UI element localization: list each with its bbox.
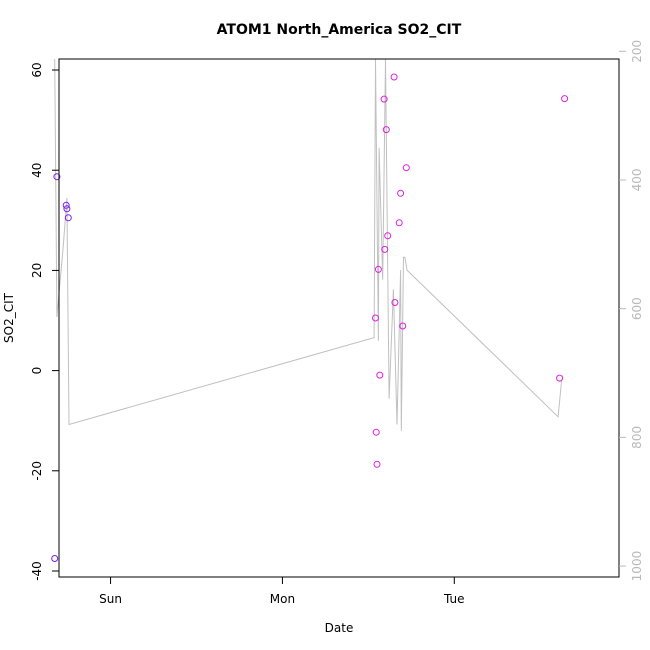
y2-tick-label-1: 400 xyxy=(630,169,644,192)
data-point-10 xyxy=(380,95,388,103)
y2-tick-label-3: 800 xyxy=(630,426,644,449)
data-point-3 xyxy=(63,205,71,213)
x-tick-label-1: Mon xyxy=(270,592,295,606)
y-tick-label-3: 20 xyxy=(30,263,44,278)
data-point-21 xyxy=(561,95,569,103)
plot-frame xyxy=(58,58,620,578)
y-tick-label-5: 60 xyxy=(30,62,44,77)
y2-tick-label-0: 200 xyxy=(630,40,644,63)
data-point-17 xyxy=(397,189,405,197)
y-tick-label-1: -20 xyxy=(30,461,44,481)
x-tick-label-0: Sun xyxy=(99,592,122,606)
data-point-19 xyxy=(402,164,410,172)
data-point-2 xyxy=(62,201,70,209)
pressure-series-line xyxy=(54,58,563,431)
data-point-7 xyxy=(373,460,381,468)
y2-tick-label-2: 600 xyxy=(630,297,644,320)
data-point-18 xyxy=(399,322,407,330)
scatter-points-layer xyxy=(51,73,569,562)
data-point-16 xyxy=(395,219,403,227)
y2-tick-label-4: 1000 xyxy=(630,551,644,582)
data-point-12 xyxy=(382,126,390,134)
chart-title: ATOM1 North_America SO2_CIT xyxy=(217,22,462,38)
data-point-20 xyxy=(556,374,564,382)
y-axis-right: 200 400 600 800 1000 xyxy=(619,40,644,582)
data-point-4 xyxy=(64,214,72,222)
pressure-line-layer xyxy=(54,58,563,431)
y-axis-label: SO2_CIT xyxy=(2,292,16,343)
data-point-15 xyxy=(391,299,399,306)
data-point-6 xyxy=(372,428,380,436)
y-tick-label-0: -40 xyxy=(30,561,44,581)
data-point-14 xyxy=(390,73,398,81)
data-point-5 xyxy=(372,314,379,322)
data-point-8 xyxy=(374,265,382,273)
x-tick-label-2: Tue xyxy=(443,592,465,606)
data-point-13 xyxy=(384,232,392,240)
y-tick-label-2: 0 xyxy=(30,367,44,375)
data-point-0 xyxy=(51,555,59,562)
data-point-11 xyxy=(381,245,389,253)
y-axis-left: -40 -20 0 20 40 60 xyxy=(30,62,59,581)
data-point-1 xyxy=(53,173,61,181)
x-axis: Sun Mon Tue xyxy=(99,577,465,606)
x-axis-label: Date xyxy=(325,621,354,635)
data-point-9 xyxy=(376,371,384,379)
y-tick-label-4: 40 xyxy=(30,163,44,178)
